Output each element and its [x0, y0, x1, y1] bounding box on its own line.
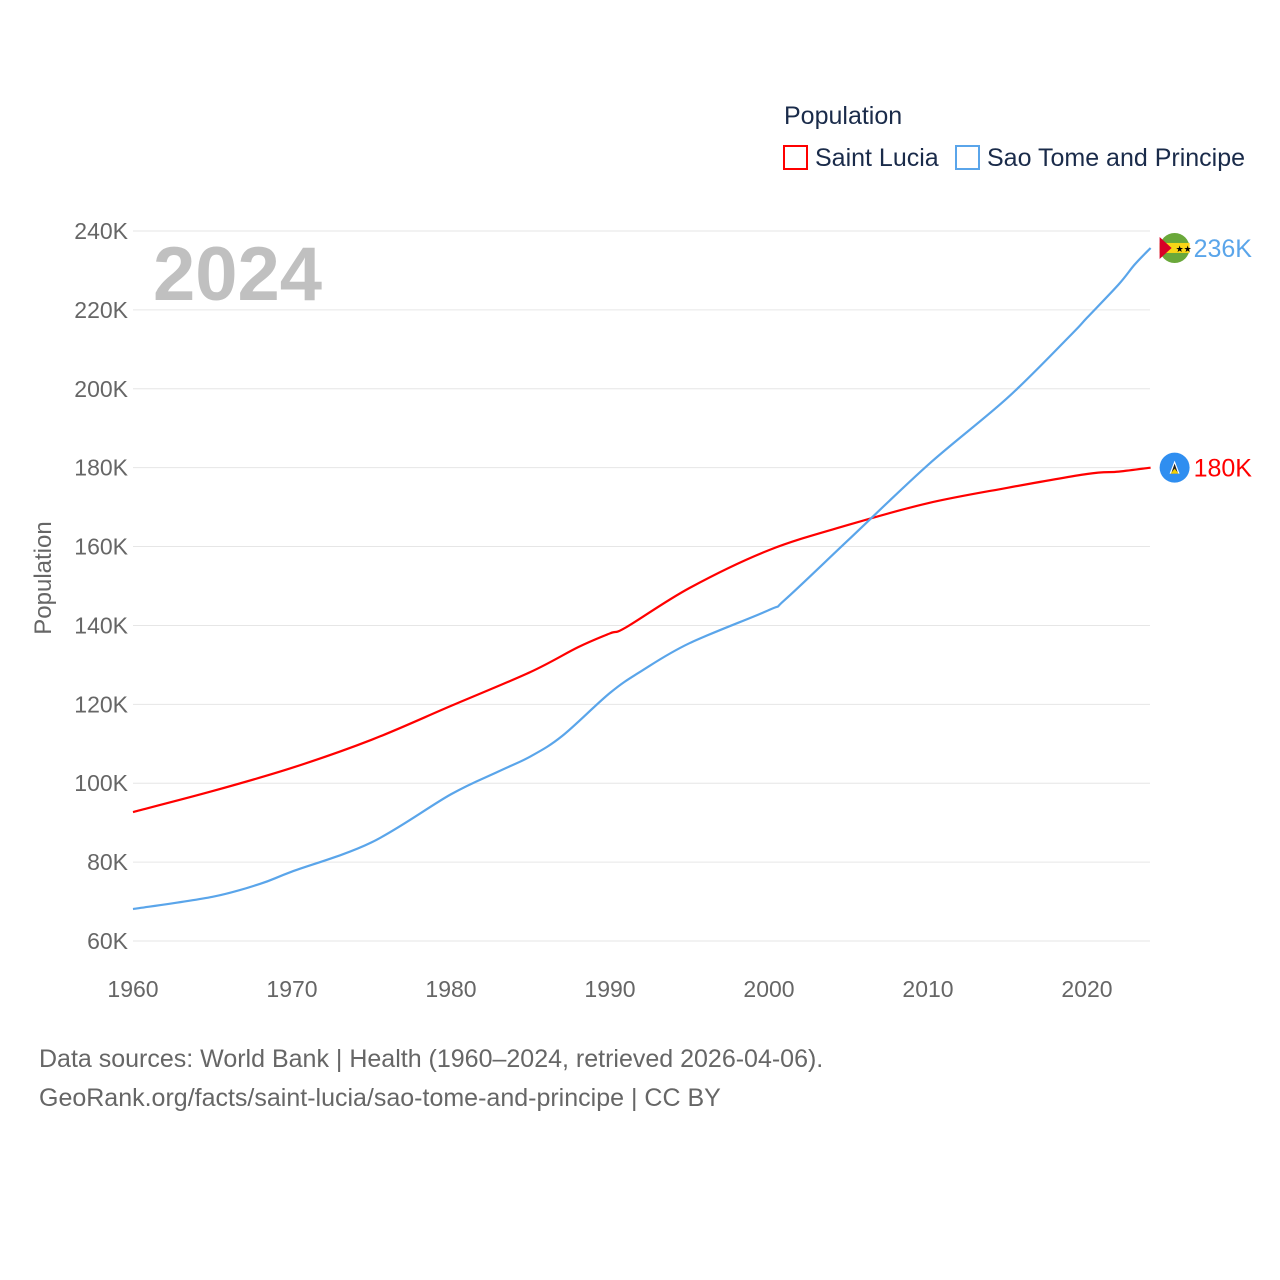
x-axis-ticks: 1960 1970 1980 1990 2000 2010 2020 — [107, 976, 1112, 1002]
legend-swatch — [783, 145, 808, 170]
y-axis-ticks: 60K 80K 100K 120K 140K 160K 180K 200K 220K 240K — [74, 218, 128, 954]
y-tick-label: 200K — [74, 376, 128, 402]
series-line-1 — [132, 247, 1152, 911]
saint-lucia-flag-icon — [1159, 452, 1190, 483]
x-tick-label: 1960 — [107, 976, 158, 1002]
series-line-0 — [132, 466, 1151, 814]
x-tick-label: 1980 — [425, 976, 476, 1002]
sao-tome-flag-icon: ★★ — [1159, 232, 1192, 263]
end-value-label: 180K — [1194, 455, 1253, 483]
y-tick-label: 240K — [74, 218, 128, 244]
legend: Population Saint Lucia Sao Tome and Prin… — [783, 102, 1245, 172]
x-tick-label: 1970 — [266, 976, 317, 1002]
legend-label: Sao Tome and Principe — [987, 144, 1245, 172]
y-axis-label: Population — [30, 521, 57, 634]
legend-swatch — [955, 145, 980, 170]
y-tick-label: 180K — [74, 455, 128, 481]
series-lines — [132, 247, 1152, 911]
legend-label: Saint Lucia — [815, 144, 939, 172]
end-markers: 180K ★★ 236K — [1159, 232, 1253, 483]
y-tick-label: 140K — [74, 612, 128, 638]
end-value-label: 236K — [1194, 235, 1253, 263]
legend-item-saint-lucia[interactable]: Saint Lucia — [783, 144, 939, 172]
year-label: 2024 — [153, 232, 322, 317]
y-tick-label: 120K — [74, 691, 128, 717]
svg-text:★★: ★★ — [1176, 244, 1192, 254]
x-tick-label: 2020 — [1061, 976, 1112, 1002]
legend-item-sao-tome[interactable]: Sao Tome and Principe — [955, 144, 1245, 172]
y-tick-label: 80K — [87, 849, 129, 875]
x-tick-label: 1990 — [584, 976, 635, 1002]
legend-title: Population — [784, 102, 902, 130]
y-tick-label: 60K — [87, 928, 129, 954]
x-tick-label: 2000 — [743, 976, 794, 1002]
x-tick-label: 2010 — [902, 976, 953, 1002]
y-tick-label: 160K — [74, 534, 128, 560]
y-tick-label: 220K — [74, 297, 128, 323]
y-tick-label: 100K — [74, 770, 128, 796]
grid-lines — [133, 230, 1150, 942]
footer-sources: Data sources: World Bank | Health (1960–… — [39, 1045, 824, 1073]
footer-link[interactable]: GeoRank.org/facts/saint-lucia/sao-tome-a… — [39, 1084, 721, 1112]
